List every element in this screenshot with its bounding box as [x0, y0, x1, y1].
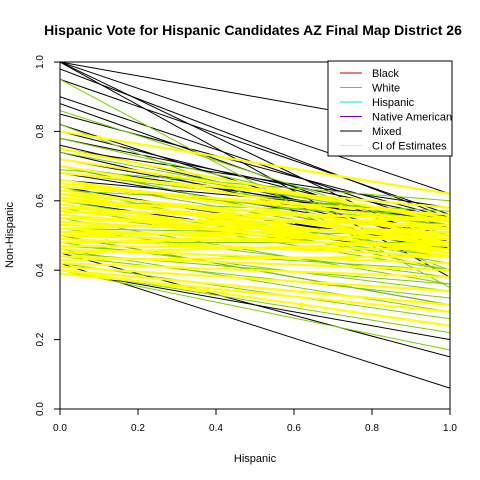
- x-tick-label: 0.6: [287, 423, 301, 434]
- x-tick-label: 1.0: [443, 423, 457, 434]
- ci-of-estimates-line: [60, 227, 450, 237]
- ci-point: [322, 280, 328, 286]
- white-line: [60, 217, 450, 285]
- x-axis-label: Hispanic: [234, 453, 277, 465]
- y-tick-label: 0.0: [35, 402, 46, 416]
- ci-of-estimates-line: [60, 234, 450, 244]
- legend-label-black: Black: [372, 68, 399, 80]
- ci-point: [127, 231, 133, 237]
- ci-of-estimates-line: [60, 192, 450, 258]
- ci-of-estimates-line: [60, 217, 450, 237]
- ci-of-estimates-line: [60, 230, 450, 241]
- ci-of-estimates-line: [60, 265, 450, 293]
- mixed-line: [60, 137, 450, 219]
- white-line: [60, 137, 450, 230]
- mixed-line: [60, 62, 450, 278]
- x-tick-label: 0.2: [131, 423, 145, 434]
- ci-of-estimates-line: [60, 158, 450, 220]
- plot-frame: [59, 61, 451, 410]
- ci-of-estimates-line: [60, 269, 450, 306]
- white-line: [60, 262, 450, 320]
- x-tick-label: 0.8: [365, 423, 379, 434]
- ci-point: [275, 226, 281, 232]
- ci-of-estimates-line: [60, 130, 450, 195]
- y-axis-label: Non-Hispanic: [4, 201, 16, 268]
- white-line: [60, 269, 450, 351]
- y-tick-label: 0.8: [35, 124, 46, 138]
- ci-point: [299, 302, 305, 308]
- ci-point: [96, 135, 102, 141]
- ci-of-estimates-line: [60, 182, 450, 223]
- mixed-line: [60, 68, 450, 219]
- ci-of-estimates-line: [60, 217, 450, 227]
- x-tick-label: 0.0: [53, 423, 67, 434]
- chart-title: Hispanic Vote for Hispanic Candidates AZ…: [44, 22, 462, 38]
- ci-point: [346, 254, 352, 260]
- ci-of-estimates-line: [60, 171, 450, 209]
- y-tick-label: 0.2: [35, 332, 46, 346]
- ci-of-estimates-line: [60, 217, 450, 230]
- mixed-line: [60, 262, 450, 389]
- legend-label-mixed: Mixed: [372, 126, 401, 138]
- white-line: [60, 255, 450, 299]
- legend-label-native-american: Native American: [372, 112, 452, 124]
- legend-label-hispanic: Hispanic: [372, 97, 415, 109]
- ci-point: [151, 223, 157, 229]
- ci-of-estimates-line: [60, 272, 450, 313]
- ci-of-estimates-line: [60, 206, 450, 230]
- mixed-line: [60, 62, 450, 195]
- ci-of-estimates-line: [60, 241, 450, 254]
- ci-of-estimates-line: [60, 262, 450, 279]
- ci-of-estimates-line: [60, 210, 450, 220]
- x-tick-label: 0.4: [209, 423, 223, 434]
- y-tick-label: 1.0: [35, 55, 46, 69]
- legend: Black White Hispanic Native American Mixed CI…: [327, 60, 453, 157]
- ci-point: [197, 218, 203, 224]
- legend-box: [327, 60, 453, 157]
- ci-point: [338, 204, 344, 210]
- ci-of-estimates-line: [60, 255, 450, 261]
- legend-label-white: White: [372, 83, 400, 95]
- ci-lines: [60, 130, 450, 327]
- x-axis: 0.0 0.2 0.4 0.6 0.8 1.0: [53, 409, 457, 434]
- y-tick-label: 0.4: [35, 263, 46, 277]
- y-axis: 0.0 0.2 0.4 0.6 0.8 1.0: [35, 55, 60, 416]
- y-tick-label: 0.6: [35, 193, 46, 207]
- ci-of-estimates-line: [60, 147, 450, 223]
- mixed-line: [60, 123, 450, 250]
- legend-label-ci-of-estimates: CI of Estimates: [372, 141, 447, 153]
- mixed-line: [60, 78, 450, 216]
